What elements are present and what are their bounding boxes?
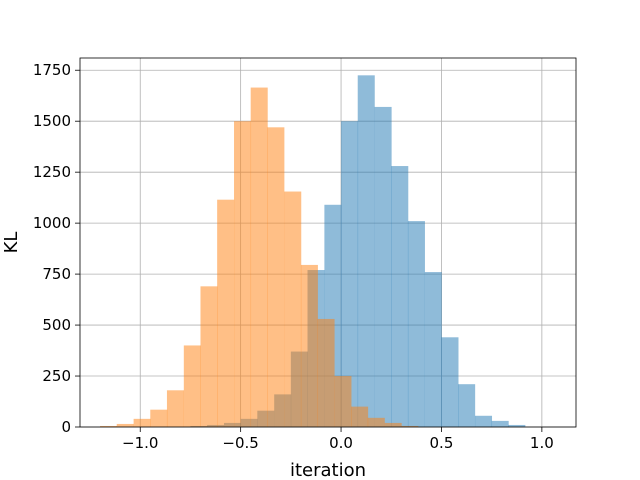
y-tick-label: 1250 <box>33 163 71 181</box>
series-0 <box>190 75 526 428</box>
histogram-bar <box>116 423 134 427</box>
histogram-bar <box>424 272 442 427</box>
x-tick-label: −0.5 <box>222 434 258 452</box>
histogram-bar <box>300 264 318 427</box>
histogram-bar <box>491 420 509 427</box>
histogram-bar <box>166 390 184 427</box>
histogram-bars <box>100 75 526 428</box>
plot-frame <box>79 57 577 428</box>
histogram-bar <box>100 425 118 427</box>
x-axis-label: iteration <box>290 460 366 480</box>
histogram-bar <box>284 191 302 427</box>
y-tick-label: 1500 <box>33 112 71 130</box>
series-1 <box>100 87 419 428</box>
histogram-bar <box>217 199 235 427</box>
histogram-bar <box>474 415 493 427</box>
histogram-bar <box>183 345 201 427</box>
histogram-bar <box>351 406 369 427</box>
histogram-bar <box>250 87 268 427</box>
histogram-bar <box>401 425 419 427</box>
x-axis-ticks: −1.0 −0.5 0.0 0.5 1.0 <box>122 427 554 452</box>
histogram-bar <box>374 106 392 428</box>
histogram-bar <box>334 376 352 427</box>
y-tick-label: 1750 <box>33 61 71 79</box>
y-tick-label: 1000 <box>33 214 71 232</box>
histogram-bar <box>357 75 375 427</box>
y-tick-label: 250 <box>42 367 71 385</box>
histogram-bar <box>391 166 409 427</box>
histogram-bar <box>367 417 385 427</box>
histogram-bar <box>150 409 168 427</box>
histogram-bar <box>267 127 285 428</box>
y-axis-ticks: 0 250 500 750 1000 1250 1500 1750 <box>33 61 80 436</box>
histogram-bar <box>234 121 252 427</box>
x-tick-label: 1.0 <box>530 434 554 452</box>
histogram-bar <box>441 337 459 427</box>
histogram-bar <box>508 424 526 427</box>
histogram-bar <box>317 318 335 427</box>
histogram-bar <box>341 121 359 427</box>
y-tick-label: 500 <box>42 316 71 334</box>
histogram-bar <box>384 422 402 427</box>
histogram-bar <box>133 418 151 427</box>
x-tick-label: 0.0 <box>329 434 353 452</box>
histogram-bar <box>458 384 476 427</box>
y-tick-label: 0 <box>61 418 71 436</box>
y-axis-label: KL <box>1 232 22 254</box>
y-tick-label: 750 <box>42 265 71 283</box>
histogram-bar <box>407 221 425 427</box>
x-tick-label: 0.5 <box>430 434 454 452</box>
histogram-bar <box>200 286 218 427</box>
x-tick-label: −1.0 <box>122 434 158 452</box>
